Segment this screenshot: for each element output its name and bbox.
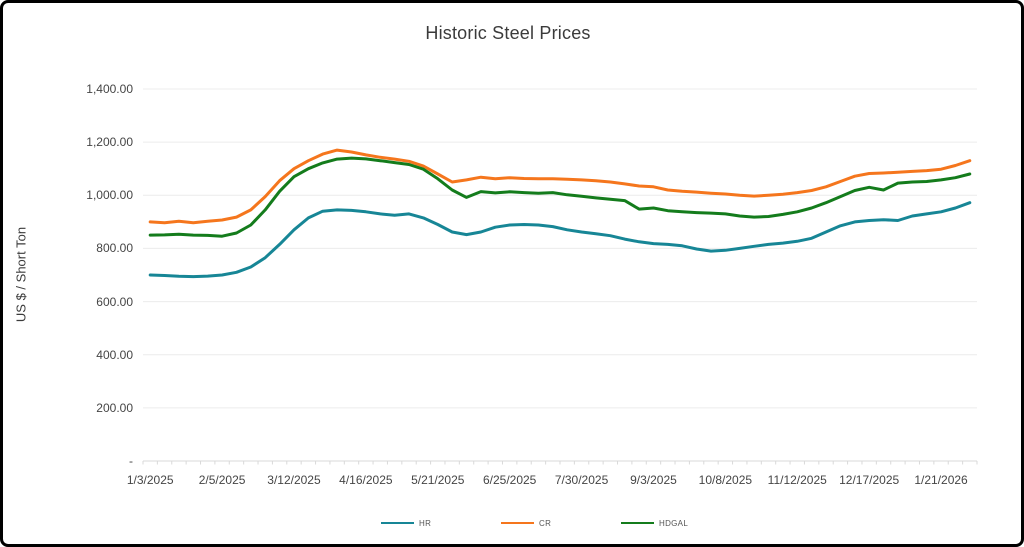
legend-swatch-hdgal xyxy=(621,521,654,525)
legend-item-cr: CR xyxy=(501,517,551,529)
x-tick-label: 5/21/2025 xyxy=(411,473,465,487)
legend-swatch-cr xyxy=(501,521,534,525)
chart-title: Historic Steel Prices xyxy=(425,23,591,43)
x-tick-label: 10/8/2025 xyxy=(698,473,753,487)
y-tick-label: 200.00 xyxy=(96,400,133,415)
y-tick-label: 1,000.00 xyxy=(86,188,133,203)
legend-item-hr: HR xyxy=(381,517,431,529)
y-tick-label: 400.00 xyxy=(96,347,133,362)
x-tick-label: 6/25/2025 xyxy=(482,473,537,487)
x-tick-label: 7/30/2025 xyxy=(554,473,609,487)
x-tick-label: 11/12/2025 xyxy=(767,473,827,487)
hdgal-series-line xyxy=(148,156,972,238)
y-tick-label: - xyxy=(129,454,133,468)
legend-swatch-hr xyxy=(381,521,414,525)
legend-label: HDGAL xyxy=(659,518,689,528)
y-tick-label: 600.00 xyxy=(96,294,133,309)
x-tick-label: 1/21/2026 xyxy=(914,473,968,487)
hr-series-line xyxy=(148,201,972,279)
x-tick-label: 9/3/2025 xyxy=(630,473,677,487)
y-tick-label: 800.00 xyxy=(96,241,133,256)
x-tick-label: 1/3/2025 xyxy=(126,473,174,487)
x-tick-label: 3/12/2025 xyxy=(267,473,321,487)
legend-label: HR xyxy=(419,518,432,528)
y-tick-label: 1,400.00 xyxy=(86,82,133,96)
legend-label: CR xyxy=(539,518,552,528)
legend-item-hdgal: HDGAL xyxy=(621,517,688,529)
chart-plot-area xyxy=(142,88,978,465)
x-tick-label: 2/5/2025 xyxy=(198,473,246,487)
cr-series-line xyxy=(148,148,972,225)
x-tick-label: 4/16/2025 xyxy=(339,473,393,487)
y-tick-label: 1,200.00 xyxy=(86,135,133,150)
x-tick-label: 12/17/2025 xyxy=(839,473,900,487)
